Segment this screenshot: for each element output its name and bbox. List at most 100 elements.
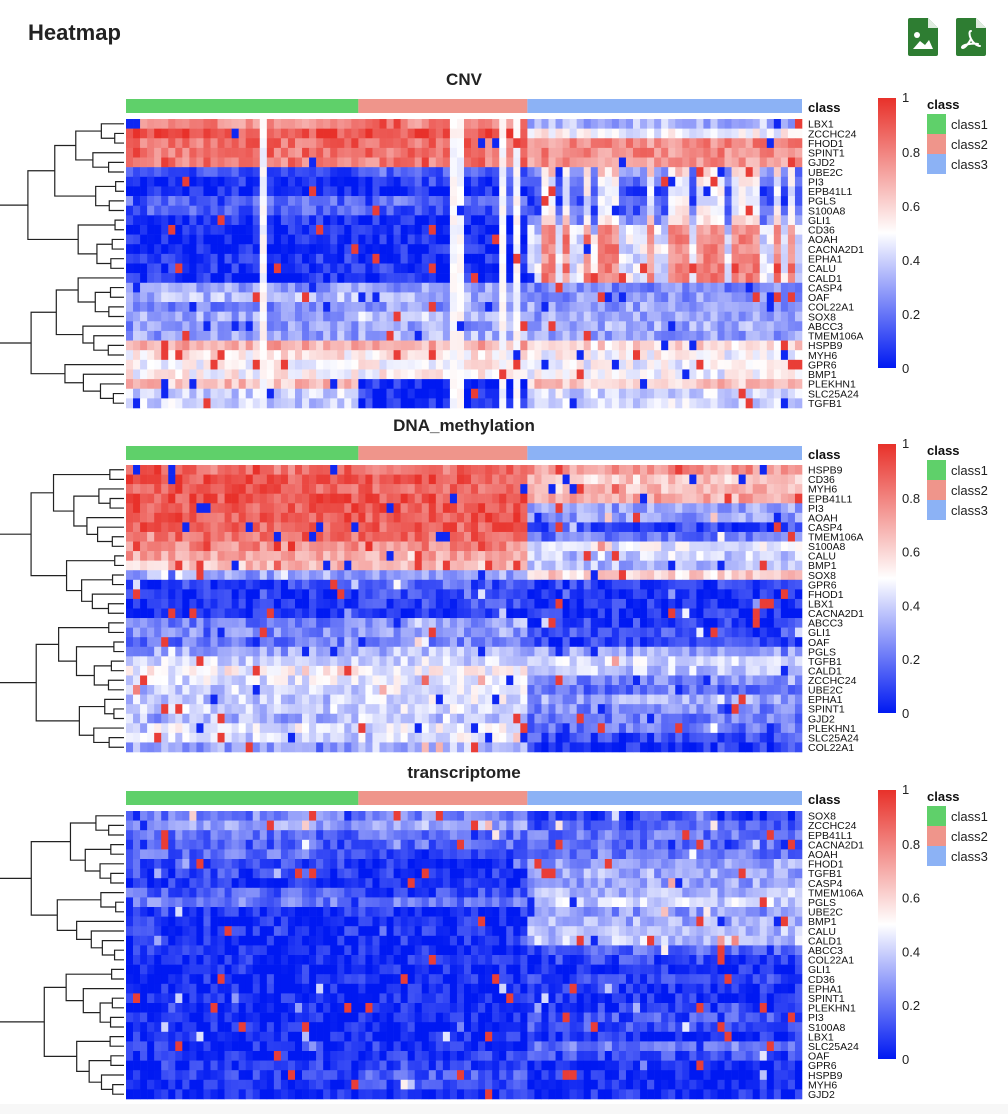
heatmap-cell (738, 311, 746, 322)
heatmap-cell (661, 388, 669, 399)
heatmap-cell (569, 205, 577, 216)
heatmap-cell (161, 627, 169, 638)
heatmap-cell (344, 551, 352, 561)
heatmap-cell (794, 618, 803, 628)
heatmap-cell (675, 147, 683, 158)
heatmap-cell (492, 608, 500, 619)
heatmap-cell (661, 369, 669, 380)
heatmap-cell (126, 176, 134, 187)
heatmap-cell (773, 656, 782, 667)
heatmap-cell (203, 340, 211, 351)
heatmap-cell (555, 465, 563, 475)
heatmap-cell (407, 253, 416, 264)
heatmap-cell (302, 646, 310, 657)
heatmap-cell (133, 167, 141, 178)
heatmap-cell (273, 579, 282, 590)
heatmap-cell (703, 234, 711, 245)
heatmap-cell (161, 350, 169, 361)
heatmap-cell (280, 598, 289, 609)
heatmap-cell (295, 157, 303, 168)
heatmap-cell (675, 186, 683, 197)
heatmap-cell (794, 273, 803, 284)
heatmap-cell (147, 579, 155, 590)
heatmap-cell (358, 531, 366, 542)
heatmap-cell (372, 465, 380, 475)
download-image-button[interactable] (908, 18, 938, 56)
heatmap-cell (647, 330, 655, 341)
heatmap-cell (154, 224, 162, 235)
heatmap-cell (351, 474, 359, 485)
heatmap-cell (478, 215, 486, 226)
heatmap-cell (295, 128, 303, 139)
heatmap-cell (520, 273, 528, 284)
heatmap-cell (513, 167, 521, 178)
heatmap-cell (309, 570, 317, 581)
heatmap-cell (710, 398, 718, 409)
heatmap-cell (147, 646, 155, 657)
heatmap-cell (562, 398, 570, 409)
heatmap-cell (316, 234, 324, 245)
heatmap-cell (442, 474, 451, 485)
heatmap-cell (302, 551, 310, 561)
heatmap-cell (161, 205, 169, 216)
heatmap-cell (147, 302, 155, 312)
heatmap-cell (154, 598, 162, 609)
heatmap-cell (555, 560, 563, 571)
heatmap-cell (562, 379, 570, 390)
heatmap-cell (386, 273, 394, 284)
heatmap-cell (175, 292, 183, 303)
heatmap-cell (337, 627, 345, 638)
row-label: CALU (808, 263, 836, 275)
heatmap-cell (323, 551, 331, 561)
heatmap-cell (590, 302, 599, 312)
heatmap-cell (555, 244, 563, 255)
heatmap-cell (464, 579, 472, 590)
heatmap-cell (752, 273, 761, 284)
heatmap-cell (147, 253, 155, 264)
heatmap-cell (126, 598, 134, 609)
heatmap-cell (633, 263, 641, 274)
heatmap-cell (196, 263, 204, 274)
heatmap-cell (724, 598, 732, 609)
heatmap-cell (231, 560, 239, 571)
heatmap-cell (231, 522, 239, 533)
heatmap-cell (548, 205, 556, 216)
heatmap-cell (766, 398, 775, 409)
heatmap-cell (154, 531, 162, 542)
heatmap-cell (168, 627, 176, 638)
heatmap-cell (273, 215, 282, 226)
heatmap-cell (196, 273, 204, 284)
heatmap-cell (661, 522, 669, 533)
heatmap-cell (689, 128, 697, 139)
heatmap-cell (675, 311, 683, 322)
heatmap-cell (287, 321, 296, 332)
heatmap-cell (428, 205, 437, 216)
heatmap-cell (302, 292, 310, 303)
heatmap-cell (597, 234, 606, 245)
heatmap-cell (766, 388, 775, 399)
heatmap-cell (140, 551, 148, 561)
heatmap-cell (400, 340, 408, 351)
heatmap-cell (245, 138, 254, 149)
heatmap-cell (731, 224, 739, 235)
heatmap-cell (520, 196, 528, 206)
heatmap-cell (295, 493, 303, 504)
heatmap-cell (168, 493, 176, 504)
heatmap-cell (647, 350, 655, 361)
heatmap-cell (182, 570, 190, 581)
heatmap-cell (696, 656, 704, 667)
heatmap-cell (147, 570, 155, 581)
heatmap-cell (449, 627, 458, 638)
heatmap-cell (252, 379, 261, 390)
heatmap-cell (372, 474, 380, 485)
heatmap-cell (168, 263, 176, 274)
heatmap-cell (745, 263, 754, 274)
heatmap-cell (372, 138, 380, 149)
heatmap-cell (689, 138, 697, 149)
download-pdf-button[interactable] (956, 18, 986, 56)
heatmap-cell (330, 627, 338, 638)
heatmap-cell (133, 474, 141, 485)
heatmap-cell (696, 215, 704, 226)
heatmap-cell (640, 205, 648, 216)
heatmap-cell (365, 215, 373, 226)
